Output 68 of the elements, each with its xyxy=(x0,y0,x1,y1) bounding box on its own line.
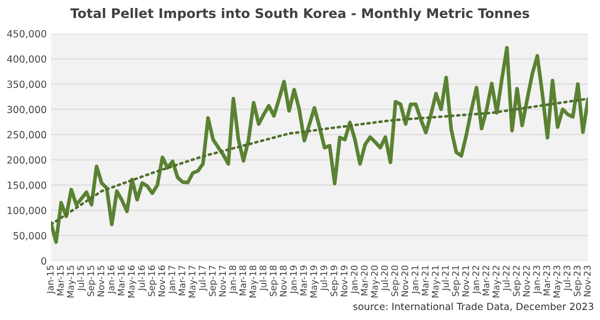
y-tick-label: 350,000 xyxy=(7,80,46,89)
y-tick-label: 450,000 xyxy=(7,30,46,38)
y-tick-label: 150,000 xyxy=(8,182,46,190)
x-tick-label: Sep-20 xyxy=(391,266,400,296)
line-series xyxy=(51,97,588,226)
x-tick-label: Mar-22 xyxy=(482,266,490,296)
x-tick-label: Nov-17 xyxy=(219,266,226,296)
y-tick-label: 250,000 xyxy=(7,131,46,140)
y-tick-label: 0 xyxy=(41,257,46,265)
x-tick-label: May-16 xyxy=(128,266,136,298)
y-tick-label: 300,000 xyxy=(7,106,46,114)
chart-title: Total Pellet Imports into South Korea - Monthly Metric Tonnes xyxy=(70,8,530,21)
x-tick-label: Nov-18 xyxy=(280,266,287,296)
x-tick-label: Jul-15 xyxy=(77,266,86,292)
x-tick-label: Jul-21 xyxy=(442,266,450,292)
x-tick-label: Sep-23 xyxy=(574,266,582,296)
x-tick-label: Jan-20 xyxy=(350,266,360,294)
source-note: source: International Trade Data, December 2023 xyxy=(353,302,594,312)
x-tick-label: May-23 xyxy=(553,266,562,298)
x-tick-label: Sep-19 xyxy=(330,266,340,296)
x-tick-label: Jan-17 xyxy=(168,266,177,294)
x-tick-label: Sep-18 xyxy=(270,266,278,296)
x-tick-label: Nov-15 xyxy=(98,266,104,296)
x-tick-label: Mar-17 xyxy=(178,266,186,296)
x-tick-label: Jul-20 xyxy=(380,266,390,292)
x-tick-label: Mar-15 xyxy=(57,266,64,296)
x-tick-label: Nov-19 xyxy=(340,266,348,296)
x-tick-label: Mar-23 xyxy=(543,266,550,296)
x-tick-label: Sep-16 xyxy=(148,266,157,296)
x-tick-label: May-15 xyxy=(67,266,76,298)
x-tick-label: Nov-20 xyxy=(401,266,408,296)
x-tick-label: Jan-15 xyxy=(46,266,56,294)
x-tick-label: Sep-17 xyxy=(208,266,218,296)
x-tick-label: Jan-21 xyxy=(412,266,420,294)
x-tick-label: Jan-16 xyxy=(108,266,116,294)
x-tick-label: Jul-18 xyxy=(259,266,268,292)
x-tick-label: May-22 xyxy=(492,266,502,298)
x-tick-label: Mar-21 xyxy=(422,266,429,296)
y-tick-label: 200,000 xyxy=(7,156,46,165)
y-tick-label: 50,000 xyxy=(14,232,46,240)
x-tick-label: Sep-15 xyxy=(87,266,96,296)
x-tick-label: May-18 xyxy=(249,266,258,298)
x-tick-label: Mar-18 xyxy=(239,266,246,296)
x-tick-label: Mar-19 xyxy=(300,266,307,296)
x-tick-label: Sep-21 xyxy=(452,266,461,296)
x-tick-label: May-20 xyxy=(371,266,380,298)
x-tick-label: Sep-22 xyxy=(512,266,522,296)
y-tick-label: 100,000 xyxy=(8,206,46,216)
x-tick-label: Nov-16 xyxy=(158,266,166,296)
x-tick-label: May-21 xyxy=(432,266,440,298)
x-tick-label: May-17 xyxy=(188,266,198,298)
x-tick-label: Jul-17 xyxy=(198,266,208,292)
x-tick-label: Jul-23 xyxy=(563,266,572,292)
x-tick-label: Jan-22 xyxy=(472,266,481,294)
x-tick-label: Mar-20 xyxy=(360,266,368,296)
x-tick-label: Jan-19 xyxy=(290,266,298,294)
x-tick-label: Jan-18 xyxy=(229,266,238,294)
line-series xyxy=(51,46,588,244)
x-tick-label: Jul-22 xyxy=(502,266,512,292)
x-tick-label: Nov-22 xyxy=(523,266,530,296)
x-tick-label: Mar-16 xyxy=(118,266,125,296)
x-tick-label: Jul-19 xyxy=(320,266,329,292)
y-tick-label: 400,000 xyxy=(7,55,46,64)
x-tick-label: Nov-21 xyxy=(462,266,470,296)
x-tick-label: Jul-16 xyxy=(138,266,146,292)
x-tick-label: Nov-23 xyxy=(584,266,591,296)
x-tick-label: Jan-23 xyxy=(533,266,542,294)
x-tick-label: May-19 xyxy=(310,266,319,298)
